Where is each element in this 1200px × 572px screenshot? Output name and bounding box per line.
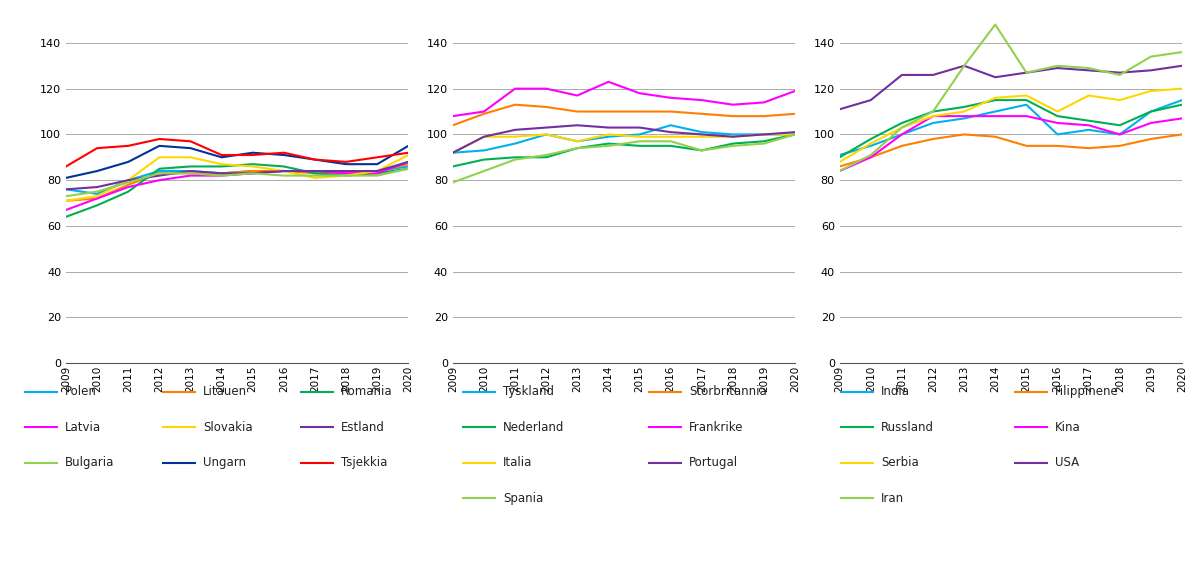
Text: Storbritannia: Storbritannia <box>689 386 767 398</box>
Text: Iran: Iran <box>881 492 904 505</box>
Text: Ungarn: Ungarn <box>203 456 246 469</box>
Text: Latvia: Latvia <box>65 421 101 434</box>
Text: Estland: Estland <box>341 421 385 434</box>
Text: India: India <box>881 386 910 398</box>
Text: Slovakia: Slovakia <box>203 421 252 434</box>
Text: Spania: Spania <box>503 492 544 505</box>
Text: Serbia: Serbia <box>881 456 918 469</box>
Text: Nederland: Nederland <box>503 421 564 434</box>
Text: Tyskland: Tyskland <box>503 386 554 398</box>
Text: Tsjekkia: Tsjekkia <box>341 456 388 469</box>
Text: Kina: Kina <box>1055 421 1080 434</box>
Text: USA: USA <box>1055 456 1079 469</box>
Text: Frankrike: Frankrike <box>689 421 743 434</box>
Text: Filippinene: Filippinene <box>1055 386 1118 398</box>
Text: Italia: Italia <box>503 456 532 469</box>
Text: Polen: Polen <box>65 386 97 398</box>
Text: Litauen: Litauen <box>203 386 247 398</box>
Text: Bulgaria: Bulgaria <box>65 456 114 469</box>
Text: Portugal: Portugal <box>689 456 738 469</box>
Text: Romania: Romania <box>341 386 392 398</box>
Text: Russland: Russland <box>881 421 934 434</box>
